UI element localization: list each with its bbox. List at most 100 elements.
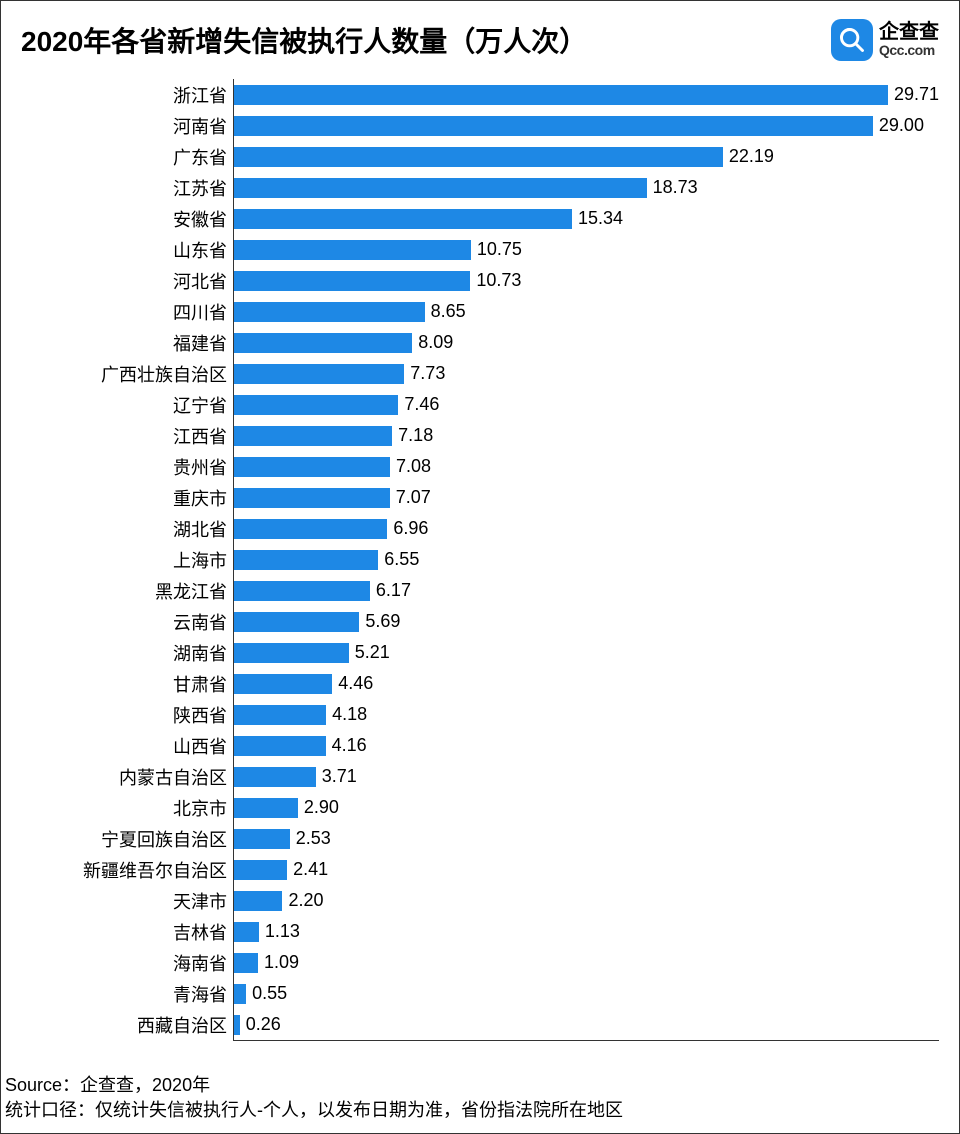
bar-track: 29.00 xyxy=(233,110,939,141)
bar-track: 15.34 xyxy=(233,203,939,234)
chart-title: 2020年各省新增失信被执行人数量（万人次） xyxy=(21,20,587,60)
value-label: 7.08 xyxy=(396,456,431,477)
x-axis-line xyxy=(233,1040,939,1041)
bar-row: 安徽省15.34 xyxy=(21,203,939,234)
category-label: 浙江省 xyxy=(21,82,233,108)
bar xyxy=(234,519,387,539)
bar-row: 黑龙江省 6.17 xyxy=(21,575,939,606)
bar-track: 6.55 xyxy=(233,544,939,575)
bar xyxy=(234,271,470,291)
bar-row: 宁夏回族自治区2.53 xyxy=(21,823,939,854)
value-label: 15.34 xyxy=(578,208,623,229)
bar-row: 重庆市7.07 xyxy=(21,482,939,513)
category-label: 山东省 xyxy=(21,237,233,263)
category-label: 云南省 xyxy=(21,609,233,635)
bar-track: 6.96 xyxy=(233,513,939,544)
category-label: 广东省 xyxy=(21,144,233,170)
bar-track: 0.26 xyxy=(233,1009,939,1040)
bar xyxy=(234,1015,240,1035)
category-label: 吉林省 xyxy=(21,919,233,945)
value-label: 7.73 xyxy=(410,363,445,384)
bar-track: 3.71 xyxy=(233,761,939,792)
bar-track: 7.07 xyxy=(233,482,939,513)
category-label: 四川省 xyxy=(21,299,233,325)
bar xyxy=(234,178,647,198)
value-label: 7.07 xyxy=(396,487,431,508)
value-label: 8.65 xyxy=(431,301,466,322)
bar-row: 吉林省1.13 xyxy=(21,916,939,947)
bar-track: 8.65 xyxy=(233,296,939,327)
bar xyxy=(234,736,326,756)
value-label: 22.19 xyxy=(729,146,774,167)
bar-row: 海南省1.09 xyxy=(21,947,939,978)
bar-row: 浙江省 29.71 xyxy=(21,79,939,110)
bar-row: 贵州省 7.08 xyxy=(21,451,939,482)
category-label: 江苏省 xyxy=(21,175,233,201)
category-label: 福建省 xyxy=(21,330,233,356)
category-label: 贵州省 xyxy=(21,454,233,480)
value-label: 29.71 xyxy=(894,84,939,105)
category-label: 辽宁省 xyxy=(21,392,233,418)
bar xyxy=(234,240,471,260)
bar-row: 湖北省 6.96 xyxy=(21,513,939,544)
bar-track: 4.16 xyxy=(233,730,939,761)
bar-track: 2.41 xyxy=(233,854,939,885)
value-label: 7.46 xyxy=(404,394,439,415)
bar xyxy=(234,643,349,663)
value-label: 8.09 xyxy=(418,332,453,353)
bar xyxy=(234,550,378,570)
bar-track: 2.20 xyxy=(233,885,939,916)
bar-track: 2.53 xyxy=(233,823,939,854)
bar-row: 江西省7.18 xyxy=(21,420,939,451)
value-label: 6.17 xyxy=(376,580,411,601)
category-label: 湖北省 xyxy=(21,516,233,542)
category-label: 西藏自治区 xyxy=(21,1012,233,1038)
value-label: 6.96 xyxy=(393,518,428,539)
bar xyxy=(234,798,298,818)
bar-row: 西藏自治区 0.26 xyxy=(21,1009,939,1040)
category-label: 甘肃省 xyxy=(21,671,233,697)
bar-row: 青海省0.55 xyxy=(21,978,939,1009)
bar-track: 1.09 xyxy=(233,947,939,978)
bar-row: 江苏省 18.73 xyxy=(21,172,939,203)
category-label: 青海省 xyxy=(21,981,233,1007)
value-label: 6.55 xyxy=(384,549,419,570)
bar-track: 6.17 xyxy=(233,575,939,606)
value-label: 10.75 xyxy=(477,239,522,260)
bar xyxy=(234,705,326,725)
category-label: 陕西省 xyxy=(21,702,233,728)
value-label: 0.26 xyxy=(246,1014,281,1035)
value-label: 4.18 xyxy=(332,704,367,725)
bar-row: 内蒙古自治区3.71 xyxy=(21,761,939,792)
bar xyxy=(234,395,398,415)
bar-chart: 浙江省29.71河南省29.00广东省22.19江苏省18.73安徽省15.34… xyxy=(1,69,959,1041)
bar-row: 北京市2.90 xyxy=(21,792,939,823)
category-label: 黑龙江省 xyxy=(21,578,233,604)
brand-logo: 企查查 Qcc.com xyxy=(831,19,939,61)
bar-track: 7.18 xyxy=(233,420,939,451)
bar xyxy=(234,612,359,632)
category-label: 湖南省 xyxy=(21,640,233,666)
bar xyxy=(234,674,332,694)
bar-row: 云南省5.69 xyxy=(21,606,939,637)
bar xyxy=(234,147,723,167)
value-label: 18.73 xyxy=(653,177,698,198)
bar-track: 18.73 xyxy=(233,172,939,203)
logo-text-en: Qcc.com xyxy=(879,43,939,58)
category-label: 新疆维吾尔自治区 xyxy=(21,857,233,883)
bar-track: 1.13 xyxy=(233,916,939,947)
category-label: 江西省 xyxy=(21,423,233,449)
value-label: 10.73 xyxy=(476,270,521,291)
bar-track: 4.18 xyxy=(233,699,939,730)
bar-row: 山西省 4.16 xyxy=(21,730,939,761)
note-text: 统计口径：仅统计失信被执行人-个人，以发布日期为准，省份指法院所在地区 xyxy=(5,1098,949,1123)
bar-row: 天津市2.20 xyxy=(21,885,939,916)
bar xyxy=(234,209,572,229)
category-label: 山西省 xyxy=(21,733,233,759)
bar-track: 7.73 xyxy=(233,358,939,389)
bar-row: 陕西省 4.18 xyxy=(21,699,939,730)
value-label: 2.53 xyxy=(296,828,331,849)
value-label: 4.16 xyxy=(332,735,367,756)
bar-row: 广西壮族自治区7.73 xyxy=(21,358,939,389)
source-text: Source：企查查，2020年 xyxy=(5,1073,949,1098)
